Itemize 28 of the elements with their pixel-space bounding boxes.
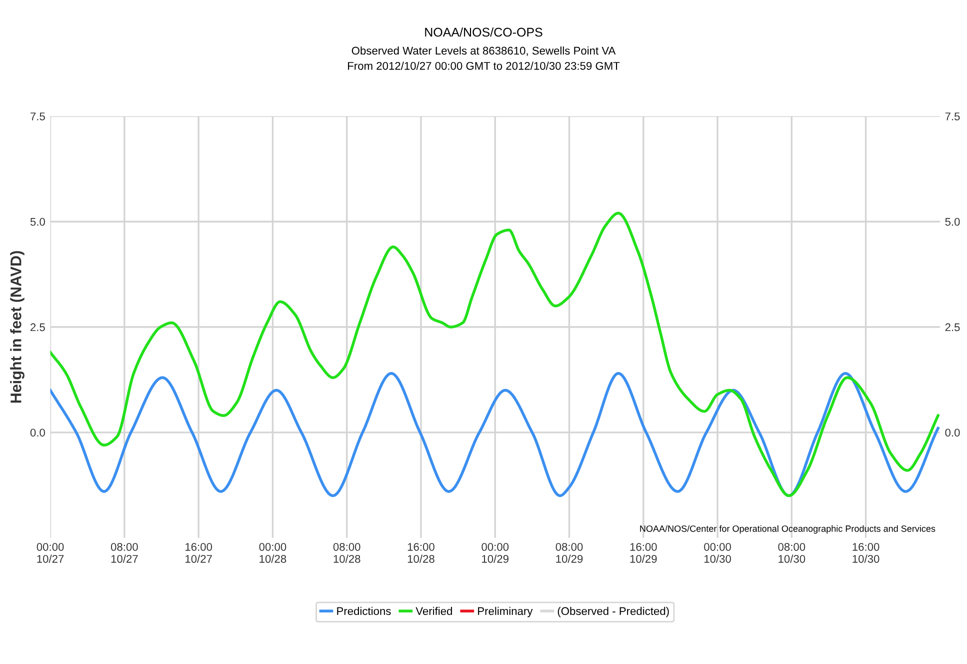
x-tick-label: 08:00 10/29	[556, 542, 583, 563]
legend-label: (Observed - Predicted)	[558, 606, 669, 618]
y2-tick-label: 5.0	[945, 218, 960, 226]
y-tick-label: 0.0	[30, 428, 45, 437]
y-tick-label: 5.0	[30, 218, 45, 226]
y-tick-label: 2.5	[30, 323, 45, 332]
y-axis-title: Height in feet (NAVD)	[10, 251, 24, 403]
y2-tick-label: 7.5	[945, 112, 960, 120]
chart-subtitle: Observed Water Levels at 8638610, Sewells Point VA From 2012/10/27 00:00 GMT to 2012/10/30 23:59 GMT	[348, 46, 620, 70]
x-tick-label: 16:00 10/30	[852, 542, 880, 563]
legend-label: Predictions	[337, 606, 391, 616]
x-tick-label: 00:00 10/28	[259, 542, 286, 563]
x-tick-label: 16:00 10/27	[186, 542, 212, 563]
y2-tick-label: 0.0	[945, 428, 960, 437]
legend-label: Verified	[416, 606, 452, 616]
x-tick-label: 00:00 10/29	[482, 542, 509, 563]
x-tick-label: 16:00 10/29	[630, 542, 657, 563]
x-tick-label: 08:00 10/30	[778, 542, 806, 563]
y2-tick-label: 2.5	[945, 323, 960, 332]
legend-label: Preliminary	[478, 606, 533, 618]
chart-title: NOAA/NOS/CO-OPS	[425, 27, 542, 37]
x-tick-label: 08:00 10/27	[110, 542, 138, 563]
y-tick-label: 7.5	[30, 112, 45, 120]
x-tick-label: 00:00 10/30	[704, 542, 731, 563]
x-tick-label: 16:00 10/28	[408, 542, 434, 563]
x-tick-label: 08:00 10/28	[333, 542, 360, 563]
x-tick-label: 00:00 10/27	[36, 542, 64, 563]
annotation: NOAA/NOS/Center for Operational Oceanographic Products and Services	[640, 525, 936, 534]
